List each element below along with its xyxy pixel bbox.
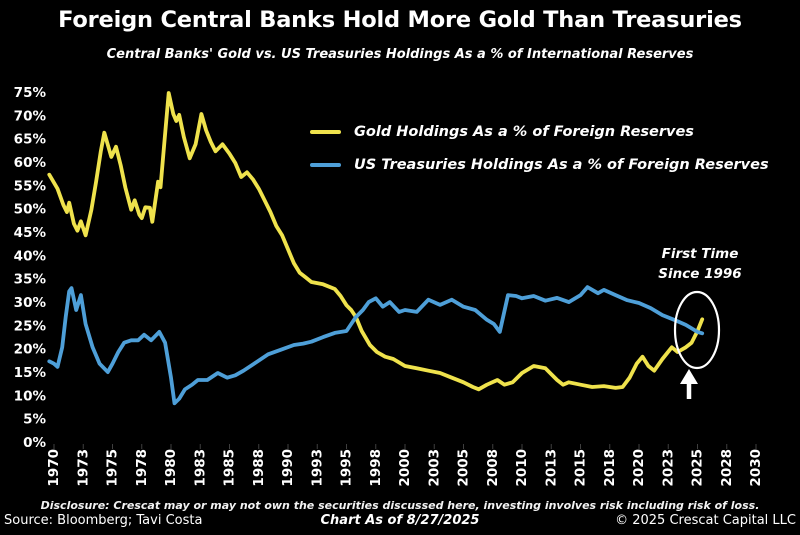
crossover-annotation: First Time Since 1996 [645, 244, 755, 284]
legend-item-treasuries: US Treasuries Holdings As a % of Foreign… [310, 157, 769, 173]
x-tick-label: 2003 [426, 449, 442, 487]
source-text: Source: Bloomberg; Tavi Costa [4, 513, 203, 528]
x-tick-label: 1988 [251, 449, 267, 487]
y-tick-label: 5% [23, 412, 46, 428]
x-tick-label: 1980 [163, 449, 179, 487]
page-title: Foreign Central Banks Hold More Gold Tha… [58, 7, 742, 33]
y-tick-label: 30% [14, 295, 47, 311]
x-tick-label: 1978 [134, 449, 150, 487]
x-tick-label: 2010 [514, 449, 530, 487]
x-tick-label: 2028 [719, 449, 735, 487]
x-tick-label: 1973 [75, 449, 91, 487]
x-tick-label: 1985 [222, 449, 238, 487]
x-tick-label: 1990 [280, 449, 296, 487]
y-tick-label: 55% [14, 178, 47, 194]
disclosure-text: Disclosure: Crescat may or may not own t… [40, 499, 760, 512]
x-tick-label: 2025 [690, 449, 706, 487]
x-tick-label: 2013 [543, 449, 559, 487]
chart-subtitle: Central Banks' Gold vs. US Treasuries Ho… [106, 47, 694, 62]
y-axis-labels: 0% 5% 10% 15% 20% 25% 30% 35% 40% 45% 50% 55% 60% 65%… [14, 85, 47, 451]
x-tick-label: 1995 [339, 449, 355, 487]
y-tick-label: 15% [14, 365, 47, 381]
x-tick-label: 1993 [309, 449, 325, 487]
up-arrow-icon [680, 369, 698, 399]
footer-row: Source: Bloomberg; Tavi Costa Chart As o… [0, 513, 800, 533]
x-axis-tick-marks [53, 444, 757, 449]
x-tick-label: 2030 [748, 449, 764, 487]
y-tick-label: 20% [14, 342, 47, 358]
annotation-line-2: Since 1996 [658, 266, 742, 282]
y-tick-label: 10% [14, 388, 47, 404]
y-tick-label: 40% [14, 248, 47, 264]
y-tick-label: 70% [14, 108, 47, 124]
y-tick-label: 25% [14, 318, 47, 334]
y-tick-label: 60% [14, 155, 47, 171]
y-tick-label: 0% [23, 435, 46, 451]
gold-legend-label: Gold Holdings As a % of Foreign Reserves [354, 124, 694, 140]
x-tick-label: 2020 [631, 449, 647, 487]
gold-line-series [47, 91, 705, 392]
x-tick-label: 1970 [46, 449, 62, 487]
gold-legend-swatch [310, 129, 341, 135]
annotation-line-1: First Time [661, 246, 739, 262]
treasuries-line-series [47, 285, 705, 406]
x-tick-label: 1983 [192, 449, 208, 487]
y-tick-label: 50% [14, 202, 47, 218]
x-tick-label: 1975 [105, 449, 121, 487]
x-tick-label: 2018 [602, 449, 618, 487]
y-tick-label: 65% [14, 132, 47, 148]
x-axis-labels: 1970 1973 1975 1978 1980 1983 1985 1988 1990 1993… [46, 449, 764, 487]
chart-as-of-text: Chart As of 8/27/2025 [320, 513, 480, 528]
x-tick-label: 2008 [485, 449, 501, 487]
y-tick-label: 35% [14, 272, 47, 288]
x-tick-label: 2015 [573, 449, 589, 487]
crossover-highlight-ellipse [673, 290, 721, 370]
copyright-text: © 2025 Crescat Capital LLC [615, 513, 796, 528]
legend-item-gold: Gold Holdings As a % of Foreign Reserves [310, 124, 694, 140]
x-tick-label: 2005 [456, 449, 472, 487]
y-tick-label: 75% [14, 85, 47, 101]
x-tick-label: 2000 [397, 449, 413, 487]
treasuries-legend-swatch [310, 162, 341, 168]
x-tick-label: 2023 [660, 449, 676, 487]
x-tick-label: 1998 [368, 449, 384, 487]
y-tick-label: 45% [14, 225, 47, 241]
treasuries-legend-label: US Treasuries Holdings As a % of Foreign… [354, 157, 769, 173]
